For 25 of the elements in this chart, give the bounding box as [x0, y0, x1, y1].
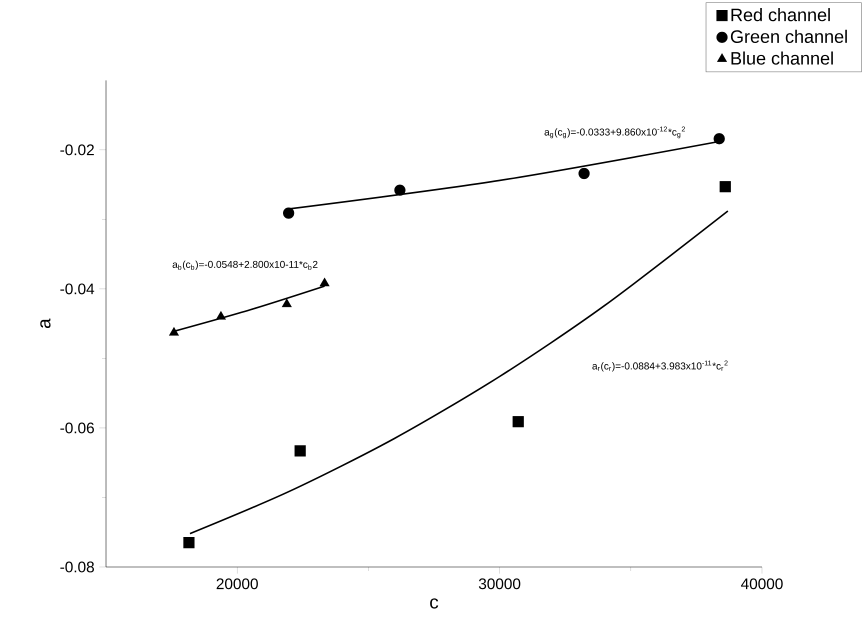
y-tick-label: -0.02: [60, 144, 94, 156]
point: [169, 327, 179, 336]
point: [714, 133, 725, 144]
y-tick-label: -0.04: [60, 283, 94, 294]
y-tick-label: -0.06: [60, 422, 94, 434]
point: [578, 168, 590, 180]
y-axis-title: a: [40, 318, 51, 328]
y-tick-label: -0.08: [60, 562, 94, 572]
legend-label: Blue channel: [732, 51, 833, 65]
point: [720, 181, 731, 192]
x-axis-title: c: [430, 598, 438, 609]
point: [282, 298, 292, 308]
x-tick-label: 20000: [216, 578, 258, 590]
point: [216, 311, 226, 320]
legend-label: Green channel: [730, 30, 847, 43]
point: [512, 416, 524, 428]
point: [283, 208, 294, 219]
x-tick-label: 30000: [478, 578, 520, 590]
point: [183, 537, 195, 548]
legend-label: Red channel: [732, 8, 830, 22]
x-tick-label: 40000: [741, 578, 783, 590]
point: [294, 445, 306, 456]
annotation: a$_{b}$(c$_{b}$)=-0.0548+2.800x10-11*c$_{b}$2: [172, 260, 318, 270]
point: [394, 184, 406, 196]
point: [320, 278, 330, 286]
